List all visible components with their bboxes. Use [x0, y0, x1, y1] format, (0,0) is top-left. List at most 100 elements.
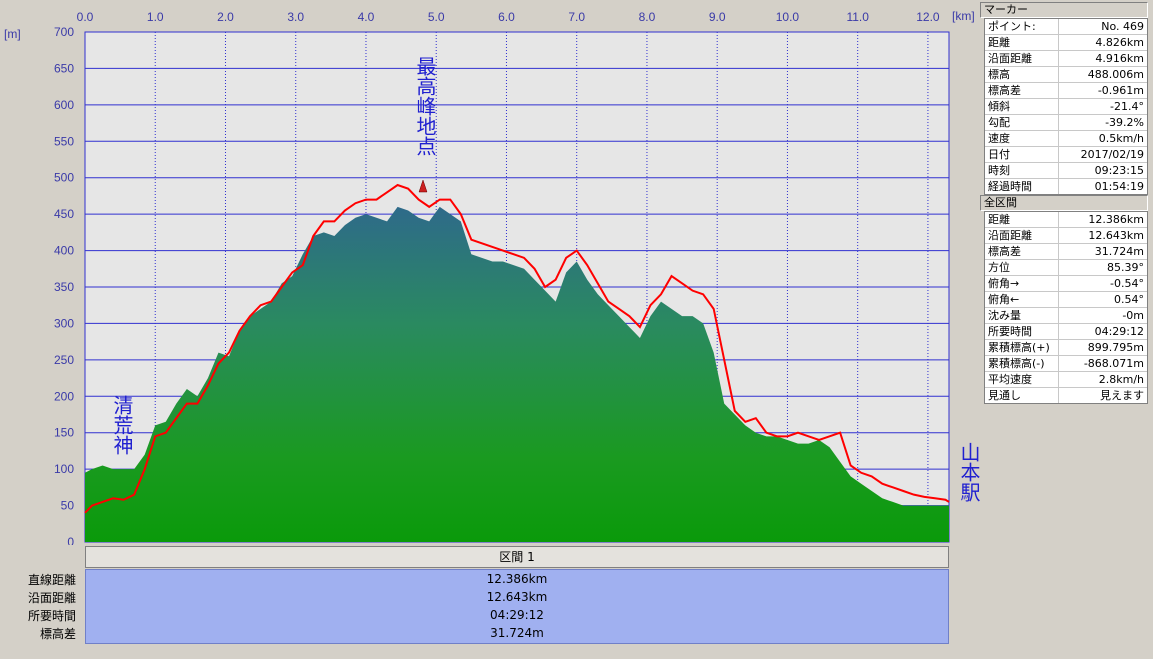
marker-key: 傾斜 — [985, 99, 1059, 114]
total-value: 0.54° — [1114, 293, 1144, 306]
marker-row: 距離 4.826km — [985, 35, 1147, 51]
annotation-start: 清荒神 — [110, 395, 134, 455]
section-values: 12.386km 12.643km 04:29:12 31.724m — [85, 569, 949, 644]
marker-key: 標高差 — [985, 83, 1059, 98]
marker-key: 沿面距離 — [985, 51, 1059, 66]
section-value: 12.386km — [486, 572, 548, 586]
peak-marker-icon — [418, 179, 428, 193]
y-tick-label: 600 — [54, 98, 74, 112]
section-label: 標高差 — [39, 627, 76, 641]
annotation-end: 山本駅 — [957, 442, 981, 503]
x-tick-label: 1.0 — [147, 10, 164, 24]
marker-value: -21.4° — [1110, 100, 1144, 113]
total-row: 累積標高(+) 899.795m — [985, 340, 1147, 356]
y-unit-label: [m] — [4, 27, 21, 41]
x-unit-label: [km] — [952, 9, 975, 23]
y-tick-label: 100 — [54, 462, 74, 476]
total-key: 方位 — [985, 260, 1059, 275]
section-value: 12.643km — [486, 590, 548, 604]
marker-key: 速度 — [985, 131, 1059, 146]
marker-key: ポイント: — [985, 19, 1059, 34]
total-value: 12.386km — [1088, 213, 1144, 226]
section-label: 所要時間 — [27, 609, 76, 623]
total-panel: 全区間 距離 12.386km 沿面距離 12.643km 標高差 31.724m 方位 85… — [980, 195, 1148, 404]
total-row: 俯角→ -0.54° — [985, 276, 1147, 292]
section-value: 04:29:12 — [490, 608, 544, 622]
total-key: 累積標高(+) — [985, 340, 1059, 355]
total-value: 899.795m — [1087, 341, 1144, 354]
section-label: 直線距離 — [27, 573, 76, 587]
y-tick-label: 150 — [54, 426, 74, 440]
marker-key: 距離 — [985, 35, 1059, 50]
total-panel-title: 全区間 — [980, 195, 1148, 211]
y-tick-label: 250 — [54, 353, 74, 367]
marker-value: 4.826km — [1095, 36, 1144, 49]
elevation-chart[interactable]: 0 50 100 150 200 250 300 350 400 450 500 550 600 650 7… — [0, 0, 1153, 545]
y-tick-label: 550 — [54, 134, 74, 148]
total-row: 所要時間 04:29:12 — [985, 324, 1147, 340]
y-tick-label: 200 — [54, 389, 74, 403]
x-tick-label: 6.0 — [498, 10, 515, 24]
terrain-area-series — [85, 206, 949, 542]
marker-row: 沿面距離 4.916km — [985, 51, 1147, 67]
x-tick-label: 9.0 — [709, 10, 726, 24]
marker-key: 時刻 — [985, 163, 1059, 178]
y-tick-label: 450 — [54, 207, 74, 221]
total-key: 距離 — [985, 212, 1059, 227]
section-header-button[interactable]: 区間 1 — [85, 546, 949, 568]
marker-value: -39.2% — [1105, 116, 1144, 129]
marker-value: -0.961m — [1097, 84, 1144, 97]
section-labels: 直線距離沿面距離所要時間標高差 — [0, 571, 76, 643]
total-row: 標高差 31.724m — [985, 244, 1147, 260]
x-tick-label: 12.0 — [916, 10, 940, 24]
y-tick-label: 650 — [54, 61, 74, 75]
marker-key: 勾配 — [985, 115, 1059, 130]
marker-value: 0.5km/h — [1098, 132, 1144, 145]
total-value: 04:29:12 — [1094, 325, 1144, 338]
y-tick-label: 300 — [54, 316, 74, 330]
marker-value: 09:23:15 — [1094, 164, 1144, 177]
marker-value: No. 469 — [1101, 20, 1144, 33]
y-tick-label: 700 — [54, 25, 74, 39]
total-key: 標高差 — [985, 244, 1059, 259]
y-tick-label: 50 — [61, 499, 75, 513]
total-value: -0m — [1122, 309, 1144, 322]
total-key: 沿面距離 — [985, 228, 1059, 243]
x-tick-label: 4.0 — [358, 10, 375, 24]
marker-panel-title: マーカー — [980, 2, 1148, 18]
marker-value: 01:54:19 — [1094, 180, 1144, 193]
x-tick-label: 2.0 — [217, 10, 234, 24]
x-tick-label: 5.0 — [428, 10, 445, 24]
y-tick-label: 500 — [54, 171, 74, 185]
marker-key: 標高 — [985, 67, 1059, 82]
x-tick-label: 0.0 — [77, 10, 94, 24]
total-key: 俯角← — [985, 292, 1059, 307]
total-key: 平均速度 — [985, 372, 1059, 387]
x-tick-label: 7.0 — [568, 10, 585, 24]
marker-key: 経過時間 — [985, 179, 1059, 194]
x-tick-label: 3.0 — [287, 10, 304, 24]
y-tick-label: 400 — [54, 244, 74, 258]
section-label: 沿面距離 — [27, 591, 76, 605]
total-value: 31.724m — [1094, 245, 1144, 258]
x-tick-label: 8.0 — [639, 10, 656, 24]
y-tick-label: 0 — [67, 535, 74, 545]
marker-row: 標高差 -0.961m — [985, 83, 1147, 99]
marker-value: 488.006m — [1087, 68, 1144, 81]
total-row: 距離 12.386km — [985, 212, 1147, 228]
total-key: 累積標高(-) — [985, 356, 1059, 371]
total-value: 85.39° — [1107, 261, 1144, 274]
total-row: 方位 85.39° — [985, 260, 1147, 276]
route-elevation-line — [84, 183, 950, 514]
total-key: 見通し — [985, 388, 1059, 403]
marker-row: 速度 0.5km/h — [985, 131, 1147, 147]
marker-value: 2017/02/19 — [1080, 148, 1144, 161]
total-row: 見通し 見えます — [985, 388, 1147, 403]
total-key: 沈み量 — [985, 308, 1059, 323]
y-axis-ticks: 0 50 100 150 200 250 300 350 400 450 500 550 600 650 7… — [54, 25, 74, 545]
total-key: 所要時間 — [985, 324, 1059, 339]
total-key: 俯角→ — [985, 276, 1059, 291]
marker-value: 4.916km — [1095, 52, 1144, 65]
marker-row: 時刻 09:23:15 — [985, 163, 1147, 179]
marker-key: 日付 — [985, 147, 1059, 162]
